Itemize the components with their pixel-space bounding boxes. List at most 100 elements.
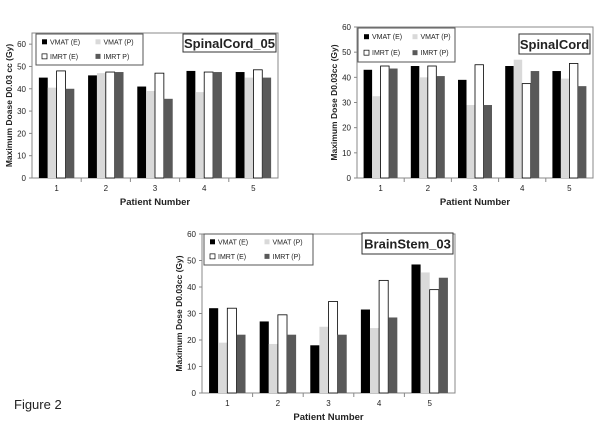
x-tick-label: 3 <box>326 399 331 408</box>
bar <box>337 334 347 393</box>
x-tick-label: 4 <box>202 184 207 193</box>
bar <box>259 321 269 393</box>
bar <box>530 71 540 178</box>
legend-swatch <box>364 34 369 40</box>
bar <box>474 64 484 179</box>
bar <box>154 72 165 179</box>
legend-label: IMRT (E) <box>372 50 400 57</box>
x-axis-label: Patient Number <box>293 412 364 423</box>
bar <box>420 272 430 393</box>
y-tick-label: 0 <box>22 174 27 183</box>
x-tick-label: 3 <box>153 184 158 193</box>
bar <box>513 59 523 178</box>
bar <box>411 264 421 393</box>
y-tick-label: 10 <box>342 149 351 158</box>
bar <box>38 77 48 178</box>
legend-swatch <box>209 253 216 260</box>
legend: VMAT (E) VMAT (P) IMRT (E) IMRT P) <box>35 33 144 66</box>
bar <box>146 91 155 178</box>
x-tick-label: 5 <box>567 184 572 193</box>
x-tick-label: 4 <box>377 399 382 408</box>
bar <box>505 66 514 178</box>
chart-title: SpinalCord <box>520 37 589 52</box>
x-tick-label: 2 <box>104 184 109 193</box>
bar <box>236 334 246 393</box>
chart-title: SpinalCord_05 <box>184 36 275 51</box>
legend-label: IMRT (E) <box>218 254 246 261</box>
legend-label: IMRT P) <box>104 54 130 61</box>
bar <box>466 105 475 178</box>
y-tick-label: 40 <box>17 85 26 94</box>
y-tick-label: 10 <box>17 152 26 161</box>
legend-swatch <box>95 39 101 45</box>
y-axis-label: Maximum Dose D0.03cc (Gy) <box>174 255 184 371</box>
bar <box>429 289 440 394</box>
legend-label: IMRT (E) <box>50 54 78 61</box>
y-tick-label: 30 <box>17 107 26 116</box>
legend-label: VMAT (E) <box>50 39 80 46</box>
bar <box>186 70 196 178</box>
bar <box>252 69 263 179</box>
bar <box>277 314 288 394</box>
chart-3: 0 10 20 30 40 50 60 1 2 3 4 5 Patient Number Maximum … <box>174 230 456 423</box>
bar <box>319 326 329 393</box>
bar <box>483 105 492 178</box>
bar <box>569 63 579 179</box>
bar <box>521 83 532 179</box>
legend: VMAT (E) VMAT (P) IMRT (E) IMRT (P) <box>357 27 456 63</box>
legend-swatch <box>264 239 270 245</box>
bar <box>328 301 339 394</box>
x-axis-label: Patient Number <box>440 197 511 208</box>
x-tick-label: 2 <box>426 184 431 193</box>
bar <box>410 66 420 178</box>
legend-label: VMAT (P) <box>273 239 303 246</box>
x-tick-label: 4 <box>520 184 525 193</box>
y-tick-label: 30 <box>342 99 351 108</box>
chart-1: 0 10 20 30 40 50 60 1 2 3 4 5 Patient Number Maximum … <box>4 32 279 208</box>
bar <box>458 79 467 178</box>
y-tick-label: 20 <box>342 124 351 133</box>
y-tick-label: 20 <box>17 129 26 138</box>
bar <box>195 92 205 178</box>
y-axis-label: Maximum Dose D0.03cc (Gy) <box>329 44 339 160</box>
legend-label: IMRT (P) <box>421 50 449 57</box>
x-axis-label: Patient Number <box>120 197 191 208</box>
bar <box>438 277 448 393</box>
legend-label: VMAT (E) <box>218 239 248 246</box>
y-tick-label: 60 <box>17 40 26 49</box>
chart-title-box <box>182 33 277 53</box>
x-tick-label: 1 <box>225 399 230 408</box>
bar <box>96 73 106 178</box>
y-tick-label: 40 <box>342 73 351 82</box>
y-tick-label: 40 <box>187 283 196 292</box>
y-tick-label: 10 <box>187 363 196 372</box>
bar <box>235 72 245 178</box>
bar <box>369 328 380 393</box>
bar <box>244 77 254 178</box>
y-tick-label: 20 <box>187 336 196 345</box>
chart-title-box <box>518 33 591 55</box>
y-tick-label: 50 <box>342 48 351 57</box>
x-tick-label: 1 <box>54 184 59 193</box>
bar <box>56 70 66 179</box>
bar <box>268 343 278 393</box>
legend-box <box>357 27 456 63</box>
bar <box>209 308 219 393</box>
bar <box>137 86 147 178</box>
bar <box>436 76 445 178</box>
chart-2: 0 10 20 30 40 50 60 1 2 3 4 5 Patient Number Maximum … <box>329 23 594 208</box>
legend-label: VMAT (E) <box>372 34 402 41</box>
legend-label: VMAT (P) <box>421 34 451 41</box>
x-tick-label: 1 <box>378 184 383 193</box>
bar <box>372 96 381 178</box>
bar <box>262 77 272 178</box>
bar <box>389 68 398 178</box>
y-tick-label: 50 <box>17 62 26 71</box>
bar <box>105 71 116 179</box>
legend-swatch <box>264 253 270 259</box>
bar <box>163 98 173 178</box>
bar <box>388 317 398 393</box>
chart-title: BrainStem_03 <box>364 237 451 252</box>
bar <box>287 334 297 393</box>
